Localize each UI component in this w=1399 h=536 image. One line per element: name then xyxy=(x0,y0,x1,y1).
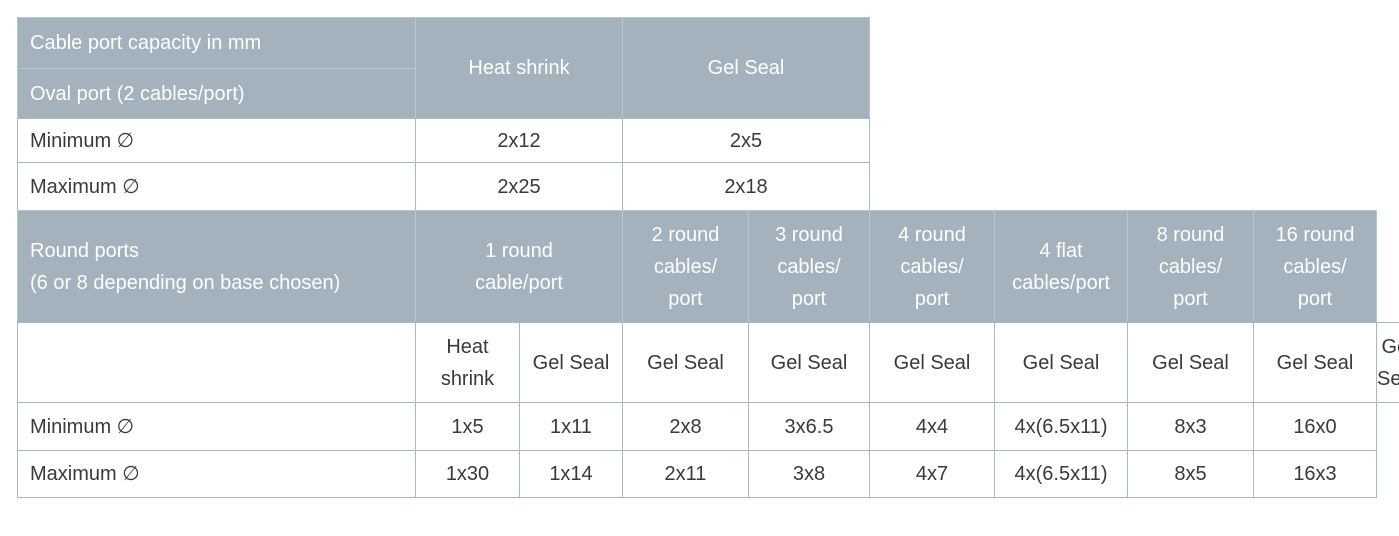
table-cell: 3x8 xyxy=(748,450,870,498)
row-label: Minimum ∅ xyxy=(17,402,416,451)
header-cell: 4 round cables/ port xyxy=(869,210,995,323)
header-cell: 2 round cables/ port xyxy=(622,210,749,323)
header-cell: 8 round cables/ port xyxy=(1127,210,1254,323)
subheader-cell: Gel Seal xyxy=(519,322,623,403)
table-cell: 2x8 xyxy=(622,402,749,451)
header-cell: 16 round cables/ port xyxy=(1253,210,1377,323)
table-cell: 2x25 xyxy=(415,162,623,211)
row-label: Maximum ∅ xyxy=(17,162,416,211)
table-cell: 2x18 xyxy=(622,162,870,211)
row-label: Maximum ∅ xyxy=(17,450,416,498)
header-cell: Round ports (6 or 8 depending on base ch… xyxy=(17,210,416,323)
table-cell: 3x6.5 xyxy=(748,402,870,451)
table-cell: 2x12 xyxy=(415,118,623,163)
table-cell: 1x14 xyxy=(519,450,623,498)
header-cell: Oval port (2 cables/port) xyxy=(17,68,416,119)
table-cell: 4x7 xyxy=(869,450,995,498)
header-cell: 1 round cable/port xyxy=(415,210,623,323)
subheader-cell: Heat shrink xyxy=(415,322,520,403)
table-cell: 1x30 xyxy=(415,450,520,498)
header-cell: 4 flat cables/port xyxy=(994,210,1128,323)
subheader-cell: Gel Seal xyxy=(1376,322,1399,403)
empty-cell xyxy=(17,322,416,403)
header-cell: 3 round cables/ port xyxy=(748,210,870,323)
subheader-cell: Gel Seal xyxy=(994,322,1128,403)
header-cell: Cable port capacity in mm xyxy=(17,17,416,69)
subheader-cell: Gel Seal xyxy=(1253,322,1377,403)
table-cell: 8x5 xyxy=(1127,450,1254,498)
subheader-cell: Gel Seal xyxy=(748,322,870,403)
table-cell: 16x0 xyxy=(1253,402,1377,451)
table-cell: 4x(6.5x11) xyxy=(994,402,1128,451)
table-cell: 2x11 xyxy=(622,450,749,498)
subheader-cell: Gel Seal xyxy=(1127,322,1254,403)
table-cell: 4x(6.5x11) xyxy=(994,450,1128,498)
header-cell: Gel Seal xyxy=(622,17,870,119)
subheader-cell: Gel Seal xyxy=(869,322,995,403)
table-cell: 2x5 xyxy=(622,118,870,163)
table-cell: 4x4 xyxy=(869,402,995,451)
subheader-cell: Gel Seal xyxy=(622,322,749,403)
table-cell: 1x11 xyxy=(519,402,623,451)
table-cell: 16x3 xyxy=(1253,450,1377,498)
row-label: Minimum ∅ xyxy=(17,118,416,163)
table-cell: 1x5 xyxy=(415,402,520,451)
table-cell: 8x3 xyxy=(1127,402,1254,451)
header-cell: Heat shrink xyxy=(415,17,623,119)
